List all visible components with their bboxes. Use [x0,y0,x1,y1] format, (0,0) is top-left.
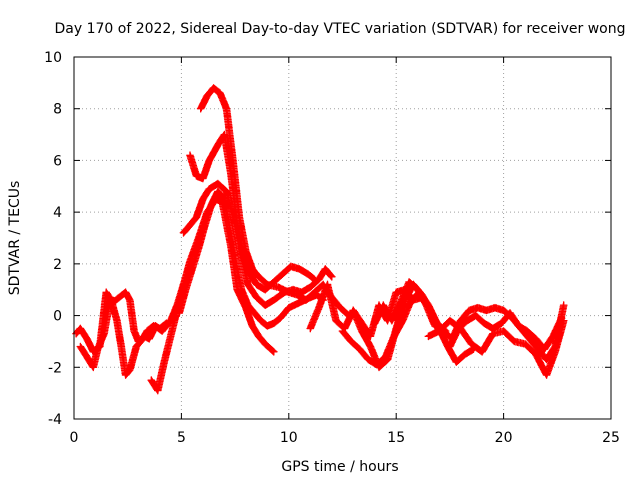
y-tick-label: 6 [53,153,62,169]
tick-layer: 0 5 10 15 20 25 -4 -2 0 2 4 6 8 10 [44,50,620,446]
y-tick-label: -4 [48,412,62,428]
y-tick-label: 2 [53,257,62,273]
y-tick-label: 10 [44,50,62,66]
series-layer [72,84,568,395]
x-tick-label: 10 [280,430,298,446]
grid-layer [74,57,611,419]
x-tick-label: 15 [387,430,405,446]
series-arc-4 [175,187,328,330]
x-tick-label: 5 [177,430,186,446]
chart-title: Day 170 of 2022, Sidereal Day-to-day VTE… [55,21,626,37]
x-axis-label: GPS time / hours [281,459,398,475]
series-arc-12 [424,316,568,379]
x-tick-label: 25 [602,430,620,446]
y-tick-label: 8 [53,102,62,118]
plot-frame [73,56,612,420]
y-tick-label: -2 [48,360,62,376]
series-arc-13 [446,309,566,354]
y-tick-label: 0 [53,309,62,325]
y-axis-label: SDTVAR / TECUs [7,181,23,296]
y-tick-label: 4 [53,205,62,221]
series-arc-2 [76,293,171,379]
x-tick-label: 0 [70,430,79,446]
x-tick-label: 20 [495,430,513,446]
